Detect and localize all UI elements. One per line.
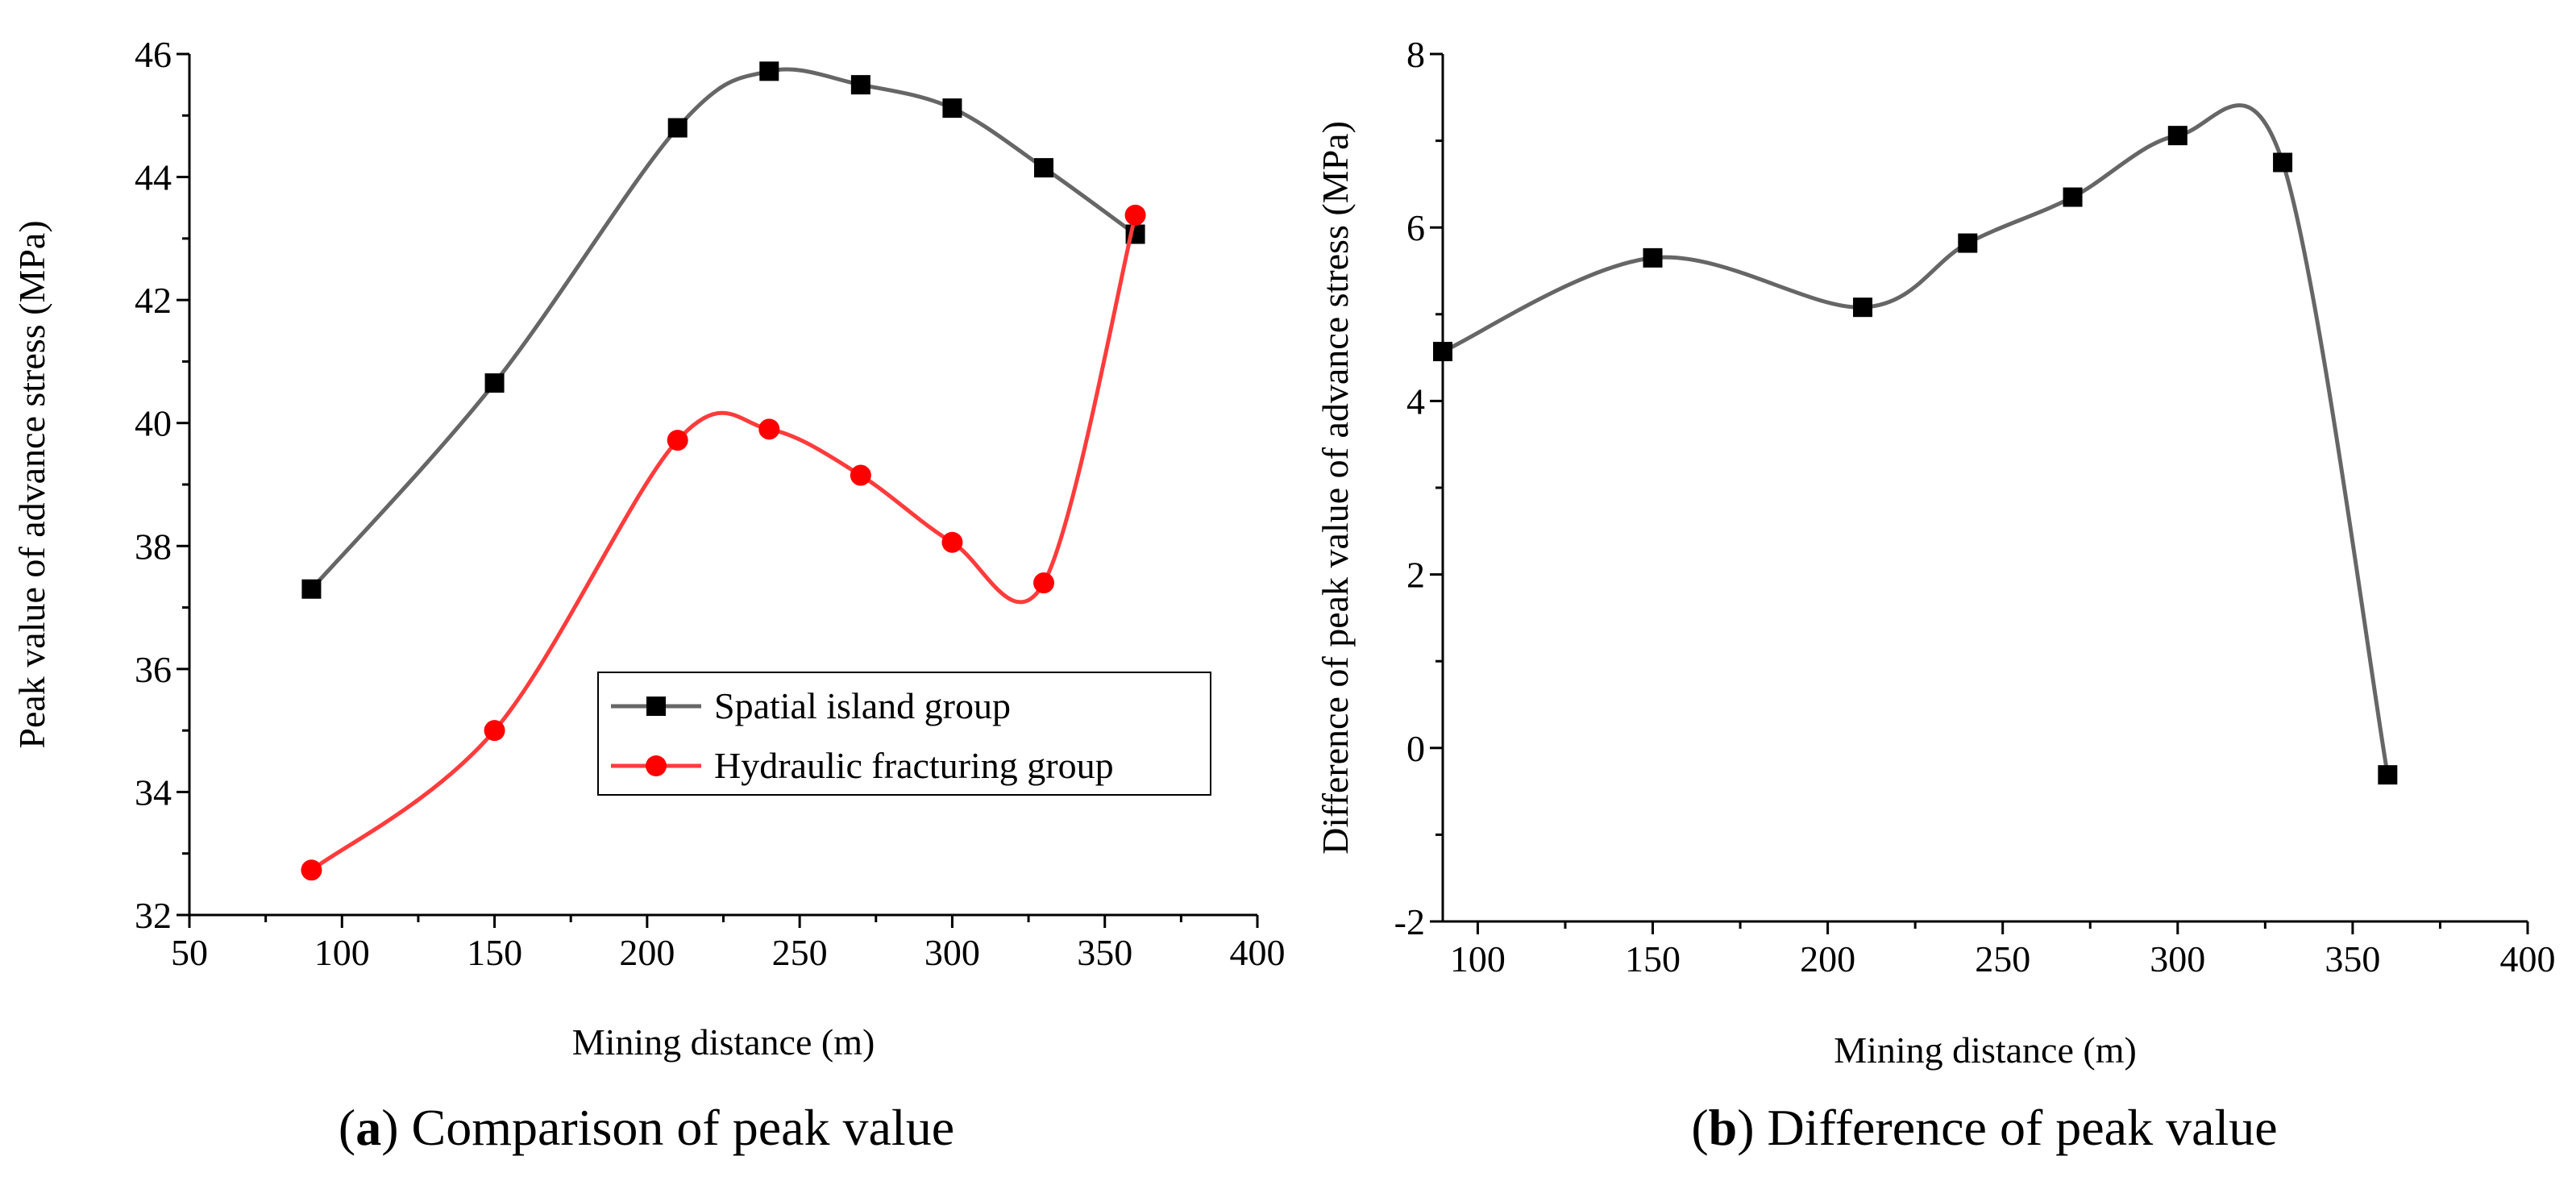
- chart-a: 50 100 150 200 250 300 350 4003234363840424446 …: [11, 34, 1286, 1156]
- chart-a-x-tick-label: 250: [772, 932, 828, 973]
- chart-b-axes: 100 150 200 250 300 350 400 -2 0 2 4 6 8: [1394, 34, 2556, 979]
- chart-a-series-1-point-7: [1124, 204, 1146, 226]
- chart-a-series: [301, 61, 1146, 881]
- chart-a-legend-box: [597, 672, 1211, 796]
- chart-b-series-0-point-2: [1853, 297, 1873, 318]
- chart-a-series-0-point-2: [667, 118, 688, 138]
- chart-a-x-tick-label: 400: [1230, 932, 1286, 973]
- chart-b-y-tick-label: 8: [1406, 34, 1425, 75]
- chart-a-y-tick-label: 40: [135, 403, 172, 444]
- chart-b-series-0-point-7: [2378, 765, 2398, 785]
- chart-a-series-0-point-4: [850, 75, 870, 95]
- chart-a-x-tick-label: 100: [314, 932, 370, 973]
- chart-a-x-axis-label: Mining distance (m): [572, 1021, 875, 1063]
- chart-b: 100 150 200 250 300 350 400 -2 0 2 4 6 8 Mining dist…: [1315, 34, 2556, 1156]
- chart-a-series-1-point-6: [1033, 572, 1054, 594]
- chart-a-series-0-point-6: [1034, 158, 1053, 178]
- chart-a-y-tick-label: 42: [135, 280, 172, 321]
- chart-b-y-tick-label: 4: [1406, 381, 1425, 422]
- chart-b-x-tick-label: 100: [1450, 938, 1506, 979]
- chart-a-y-tick-label: 44: [135, 157, 172, 198]
- chart-b-y-tick-label: 2: [1406, 555, 1425, 596]
- chart-a-series-1-point-2: [667, 430, 688, 451]
- chart-a-legend-label-0: Spatial island group: [714, 685, 1011, 726]
- chart-a-y-tick-label: 34: [135, 771, 172, 813]
- chart-a-x-tick-label: 350: [1077, 932, 1132, 973]
- chart-a-series-0-point-5: [942, 98, 962, 119]
- chart-a-legend: Spatial island group Hydraulic fracturing…: [597, 672, 1211, 796]
- chart-b-series-0-point-3: [1958, 233, 1978, 253]
- chart-b-x-tick-label: 150: [1625, 938, 1681, 979]
- chart-a-x-tick-label: 50: [171, 932, 208, 973]
- chart-a-x-tick-label: 200: [619, 932, 675, 973]
- chart-b-series-0-point-6: [2273, 152, 2293, 173]
- chart-a-y-axis-label: Peak value of advance stress (MPa): [11, 220, 52, 748]
- chart-a-series-1-point-4: [850, 464, 871, 486]
- chart-a-y-tick-label: 38: [135, 526, 172, 567]
- chart-b-x-tick-label: 350: [2325, 938, 2380, 979]
- chart-a-series-1-point-0: [301, 859, 322, 881]
- chart-a-series-0-point-1: [484, 373, 505, 393]
- chart-a-y-tick-label: 46: [135, 34, 172, 75]
- chart-a-caption: (a) Comparison of peak value: [339, 1099, 954, 1156]
- chart-a-legend-marker-1: [646, 755, 667, 776]
- chart-b-y-tick-label: -2: [1394, 901, 1425, 942]
- chart-b-y-tick-label: 0: [1406, 728, 1425, 769]
- chart-b-x-axis-label: Mining distance (m): [1834, 1029, 2137, 1071]
- chart-a-series-0-point-3: [759, 61, 779, 81]
- chart-b-series-0-point-4: [2063, 187, 2083, 207]
- chart-a-legend-label-1: Hydraulic fracturing group: [714, 745, 1114, 786]
- chart-b-series-0-point-5: [2167, 126, 2188, 146]
- chart-a-series-1-point-1: [484, 720, 505, 742]
- chart-b-x-tick-label: 400: [2500, 938, 2556, 979]
- chart-a-y-tick-label: 36: [135, 649, 172, 690]
- chart-b-y-tick-label: 6: [1406, 207, 1425, 248]
- chart-b-series-0-point-1: [1643, 247, 1663, 268]
- chart-b-x-tick-label: 250: [1975, 938, 2030, 979]
- chart-a-x-tick-label: 300: [924, 932, 980, 973]
- chart-b-y-axis-label: Difference of peak value of advance stre…: [1315, 121, 1356, 855]
- chart-b-series: [1433, 103, 2398, 785]
- chart-a-series-1-point-5: [941, 531, 963, 553]
- chart-a-series-0-line: [310, 67, 1137, 591]
- chart-a-series-1-point-3: [758, 418, 780, 440]
- chart-a-x-tick-label: 150: [467, 932, 522, 973]
- chart-b-x-tick-label: 300: [2150, 938, 2205, 979]
- chart-a-legend-marker-0: [646, 697, 666, 716]
- chart-b-series-0-line: [1441, 103, 2390, 776]
- chart-a-series-0-point-0: [301, 579, 322, 599]
- chart-b-x-tick-label: 200: [1800, 938, 1855, 979]
- chart-a-axes: 50 100 150 200 250 300 350 400 32 34 36 38 40 42 44 46: [135, 34, 1286, 973]
- chart-b-caption: (b) Difference of peak value: [1691, 1099, 2277, 1156]
- chart-a-y-tick-label: 32: [135, 895, 172, 936]
